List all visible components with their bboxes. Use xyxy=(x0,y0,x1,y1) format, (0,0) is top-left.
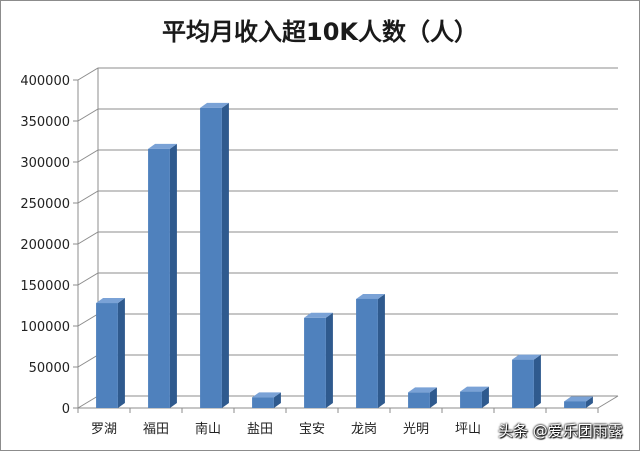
bar-side xyxy=(117,298,125,408)
bar xyxy=(356,293,385,408)
watermark-text: 头条 @爱乐团雨露 xyxy=(498,422,623,440)
x-tick-label: 罗湖 xyxy=(91,422,117,437)
bar-top xyxy=(512,354,541,360)
y-tick-label: 250000 xyxy=(20,197,70,212)
floor-right-edge xyxy=(597,395,619,409)
gridline xyxy=(77,67,618,81)
bar-side xyxy=(273,392,281,408)
x-tick-label: 福田 xyxy=(143,422,169,437)
gridline xyxy=(77,108,618,122)
bar-front xyxy=(356,298,378,408)
y-tick-label: 50000 xyxy=(29,361,70,376)
label-layer: 0 50000 100000 150000 200000 250000 300000 3500… xyxy=(20,74,481,437)
x-tick-label: 盐田 xyxy=(247,422,273,437)
bar-side xyxy=(429,387,437,408)
bar-top xyxy=(96,298,125,304)
chart-title: 平均月收入超10K人数（人） xyxy=(162,18,478,46)
y-tick-label: 350000 xyxy=(20,115,70,130)
bar-top xyxy=(408,387,437,393)
y-tick-label: 400000 xyxy=(20,74,70,89)
bar-side xyxy=(533,354,541,408)
bar-front xyxy=(96,303,118,408)
y-tick-label: 300000 xyxy=(20,156,70,171)
bar-side xyxy=(221,102,229,408)
y-tick-label: 150000 xyxy=(20,279,70,294)
bar xyxy=(512,354,541,408)
bar-front xyxy=(512,359,534,408)
bar-front xyxy=(460,391,482,408)
bar-side xyxy=(325,312,333,408)
x-tick-label: 龙岗 xyxy=(351,422,377,437)
x-tick-label: 坪山 xyxy=(455,422,481,437)
x-tick-label: 宝安 xyxy=(299,422,325,437)
x-tick-label: 光明 xyxy=(403,422,429,437)
bar xyxy=(148,143,177,408)
bar-layer xyxy=(96,102,593,408)
bar-side xyxy=(377,293,385,408)
bar-top xyxy=(148,143,177,149)
bar-top xyxy=(564,396,593,402)
bar-front xyxy=(304,317,326,408)
y-tick-label: 0 xyxy=(62,402,70,417)
floor-left-edge xyxy=(77,395,99,409)
bar xyxy=(408,387,437,408)
bar xyxy=(200,102,229,408)
y-tick-label: 200000 xyxy=(20,238,70,253)
bar-front xyxy=(252,397,274,408)
bar xyxy=(96,298,125,408)
bar xyxy=(460,386,489,408)
bar xyxy=(564,396,593,408)
bar-top xyxy=(460,386,489,392)
bar-top xyxy=(252,392,281,398)
bar-front xyxy=(408,392,430,408)
bar-top xyxy=(200,102,229,108)
bar-front xyxy=(148,148,170,408)
bar xyxy=(304,312,333,408)
x-tick-label: 南山 xyxy=(195,421,221,437)
bar-front xyxy=(564,401,586,408)
bar-side xyxy=(585,396,593,408)
bar-top xyxy=(356,293,385,299)
bar-top xyxy=(304,312,333,318)
y-tick-label: 100000 xyxy=(20,320,70,335)
bar-front xyxy=(200,107,222,408)
bar xyxy=(252,392,281,408)
bar-side xyxy=(169,143,177,408)
bar-side xyxy=(481,386,489,408)
